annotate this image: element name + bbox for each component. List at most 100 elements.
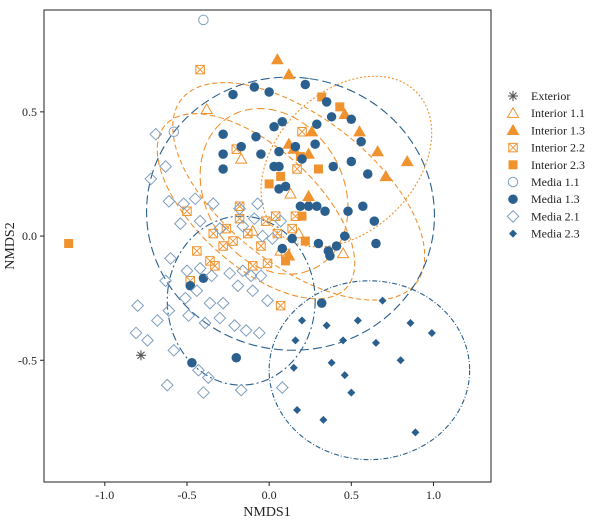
data-point [353,125,366,137]
data-point [193,261,207,275]
data-point [213,222,227,236]
legend-swatch [506,209,520,223]
legend-item-interior-1-3: Interior 1.3 [506,123,585,137]
data-point [228,89,238,100]
y-tick-label: 0.0 [22,229,37,243]
legend-item-interior-2-2: Interior 2.2 [508,141,585,155]
x-tick-label: 0.5 [344,488,359,502]
data-point [322,321,331,330]
series-media-2-1 [129,127,289,400]
data-point [251,131,261,142]
legend-swatch [508,142,518,153]
data-point [210,261,220,271]
ellipse-media-2-1 [166,215,316,386]
ellipse-interior-1-1 [172,82,426,301]
data-point [162,194,176,208]
data-point [274,146,284,157]
data-point [371,238,381,249]
data-point [289,363,298,372]
data-point [331,241,342,251]
y-tick-label: -0.5 [18,353,37,367]
data-point [276,171,286,181]
data-point [150,314,164,327]
data-point [274,184,284,194]
data-point [247,212,261,226]
data-point [298,316,307,325]
legend-swatch [506,106,520,118]
data-point [406,319,415,328]
data-point [177,197,191,211]
data-point [320,206,330,216]
data-point [185,280,196,291]
data-point [353,316,362,325]
data-point [221,223,232,234]
data-point [261,294,274,308]
data-point [243,228,253,239]
legend-label: Media 2.1 [531,209,580,223]
data-point [228,319,242,332]
y-axis-label: NMDS2 [3,222,18,269]
data-point [173,217,187,231]
data-point [328,161,338,172]
data-point [195,64,205,75]
data-point [287,233,297,244]
data-point [198,316,212,330]
x-tick-label: -0.5 [177,488,196,502]
data-point [256,241,266,251]
series-interior-1-3 [270,53,414,261]
data-point [247,261,258,271]
legend-label: Interior 1.3 [531,123,585,137]
data-point [234,152,248,164]
data-point [200,102,214,114]
data-point [264,87,274,97]
data-point [302,147,315,159]
legend-swatch [508,194,518,204]
data-point [196,386,210,400]
data-point [317,92,327,102]
data-point [236,219,250,233]
data-point [228,236,238,246]
data-point [201,371,215,385]
data-point [182,309,196,323]
data-point [64,239,74,249]
ellipse-interior-1-3 [260,75,433,248]
data-point [277,243,288,254]
data-point [233,202,247,216]
data-point [178,291,192,305]
axis-layer: -1.0 -0.5 0.0 0.5 1.0 -0.5 0.0 0.5 [18,105,441,502]
data-point [218,129,228,139]
data-point [275,381,289,395]
legend-item-exterior: Exterior [508,89,570,103]
data-point [218,149,228,159]
data-point [249,82,260,92]
data-point [339,336,348,345]
data-point [159,274,173,288]
data-point [281,256,291,266]
data-point [131,299,145,313]
legend-label: Exterior [531,89,570,103]
x-tick-label: 0.0 [262,488,277,502]
data-point [256,229,270,243]
data-point [343,206,353,216]
legend-swatch [509,229,517,238]
data-point [251,197,265,211]
data-point [218,241,228,251]
data-point [378,296,387,305]
data-point [340,371,349,380]
data-point [269,122,279,132]
data-point [327,358,336,367]
data-point [234,383,248,397]
series-media-1-3 [185,79,381,368]
data-point [129,326,143,340]
data-point [369,216,380,226]
data-point [213,311,227,325]
data-point [265,232,279,246]
data-point [312,119,322,130]
legend-item-interior-2-3: Interior 2.3 [508,158,585,172]
data-point [411,428,420,437]
data-point [427,328,436,337]
data-point [371,145,384,157]
legend-swatch [507,176,519,188]
data-point [379,169,393,182]
data-point [336,246,350,259]
